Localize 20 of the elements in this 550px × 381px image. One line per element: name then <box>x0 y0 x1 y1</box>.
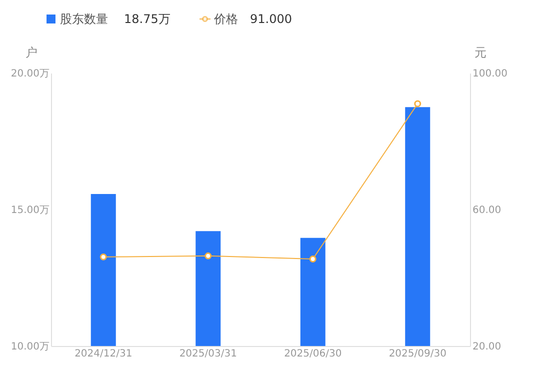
point <box>204 252 212 260</box>
legend-label: 价格 <box>213 12 238 26</box>
y-tick-label: 10.00万 <box>10 342 50 352</box>
point <box>414 100 422 108</box>
y2-axis-title: 元 <box>474 46 486 60</box>
text: 91.000 <box>250 12 292 26</box>
point <box>100 253 107 260</box>
x-tick-label: 2024/12/31 <box>74 348 132 360</box>
x-tick-label: 2025/06/30 <box>284 348 342 360</box>
y2-tick-label: 60.00 <box>472 205 502 216</box>
y-tick-label: 20.00万 <box>10 68 50 80</box>
y-tick-label: 15.00万 <box>10 205 50 216</box>
y2-tick-label: 100.00 <box>472 68 508 80</box>
y-axis-title: 户 <box>26 46 38 60</box>
y2-tick-label: 20.00 <box>472 342 502 352</box>
x-tick-label: 2025/03/31 <box>179 348 237 360</box>
text: 18.75万 <box>124 12 170 26</box>
x-tick-label: 2025/09/30 <box>388 348 446 360</box>
legend-label: 股东数量 <box>60 12 108 26</box>
point <box>309 256 316 262</box>
